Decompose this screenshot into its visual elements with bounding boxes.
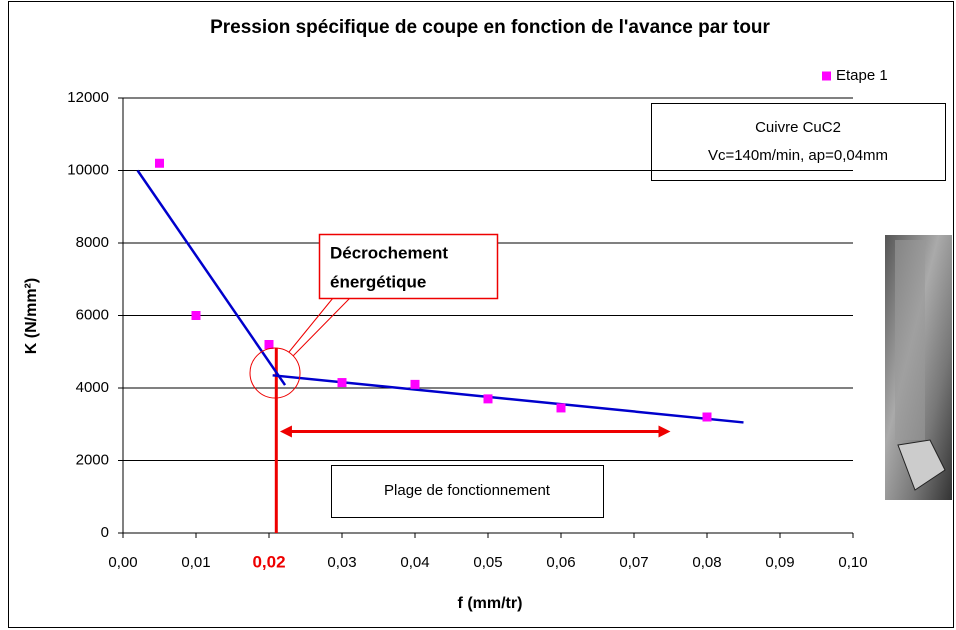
chart-title: Pression spécifique de coupe en fonction… xyxy=(210,17,770,38)
legend-label: Etape 1 xyxy=(836,67,888,84)
y-tick-label: 4000 xyxy=(76,379,109,396)
x-tick-label: 0,08 xyxy=(692,554,721,571)
x-axis-label: f (mm/tr) xyxy=(458,595,523,612)
y-axis-label: K (N/mm²) xyxy=(23,278,40,354)
x-tick-label: 0,05 xyxy=(473,554,502,571)
data-point xyxy=(484,394,493,403)
callout-text: énergétique xyxy=(330,272,426,291)
x-tick-label: 0,04 xyxy=(400,554,429,571)
data-point xyxy=(338,378,347,387)
y-tick-label: 10000 xyxy=(67,161,109,178)
x-tick-label: 0,06 xyxy=(546,554,575,571)
chart: Pression spécifique de coupe en fonction… xyxy=(0,0,956,630)
y-tick-label: 6000 xyxy=(76,306,109,323)
info-text: Cuivre CuC2 xyxy=(755,119,841,136)
y-tick-label: 12000 xyxy=(67,89,109,106)
data-point xyxy=(265,340,274,349)
x-tick-label: 0,07 xyxy=(619,554,648,571)
y-tick-label: 2000 xyxy=(76,451,109,468)
range-label: Plage de fonctionnement xyxy=(384,482,551,499)
info-box xyxy=(652,104,946,181)
tool-shank xyxy=(895,240,925,440)
x-tick-label: 0,09 xyxy=(765,554,794,571)
x-tick-label: 0,02 xyxy=(252,552,285,571)
data-point xyxy=(192,311,201,320)
x-tick-label: 0,01 xyxy=(181,554,210,571)
callout-text: Décrochement xyxy=(330,243,448,262)
y-tick-label: 0 xyxy=(101,524,109,541)
chart-frame xyxy=(9,2,954,628)
legend-swatch xyxy=(822,72,831,81)
x-tick-label: 0,03 xyxy=(327,554,356,571)
y-tick-label: 8000 xyxy=(76,234,109,251)
data-point xyxy=(411,380,420,389)
data-point xyxy=(703,413,712,422)
data-point xyxy=(557,403,566,412)
x-tick-label: 0,00 xyxy=(108,554,137,571)
x-tick-label: 0,10 xyxy=(838,554,867,571)
info-text: Vc=140m/min, ap=0,04mm xyxy=(708,147,888,164)
data-point xyxy=(155,159,164,168)
